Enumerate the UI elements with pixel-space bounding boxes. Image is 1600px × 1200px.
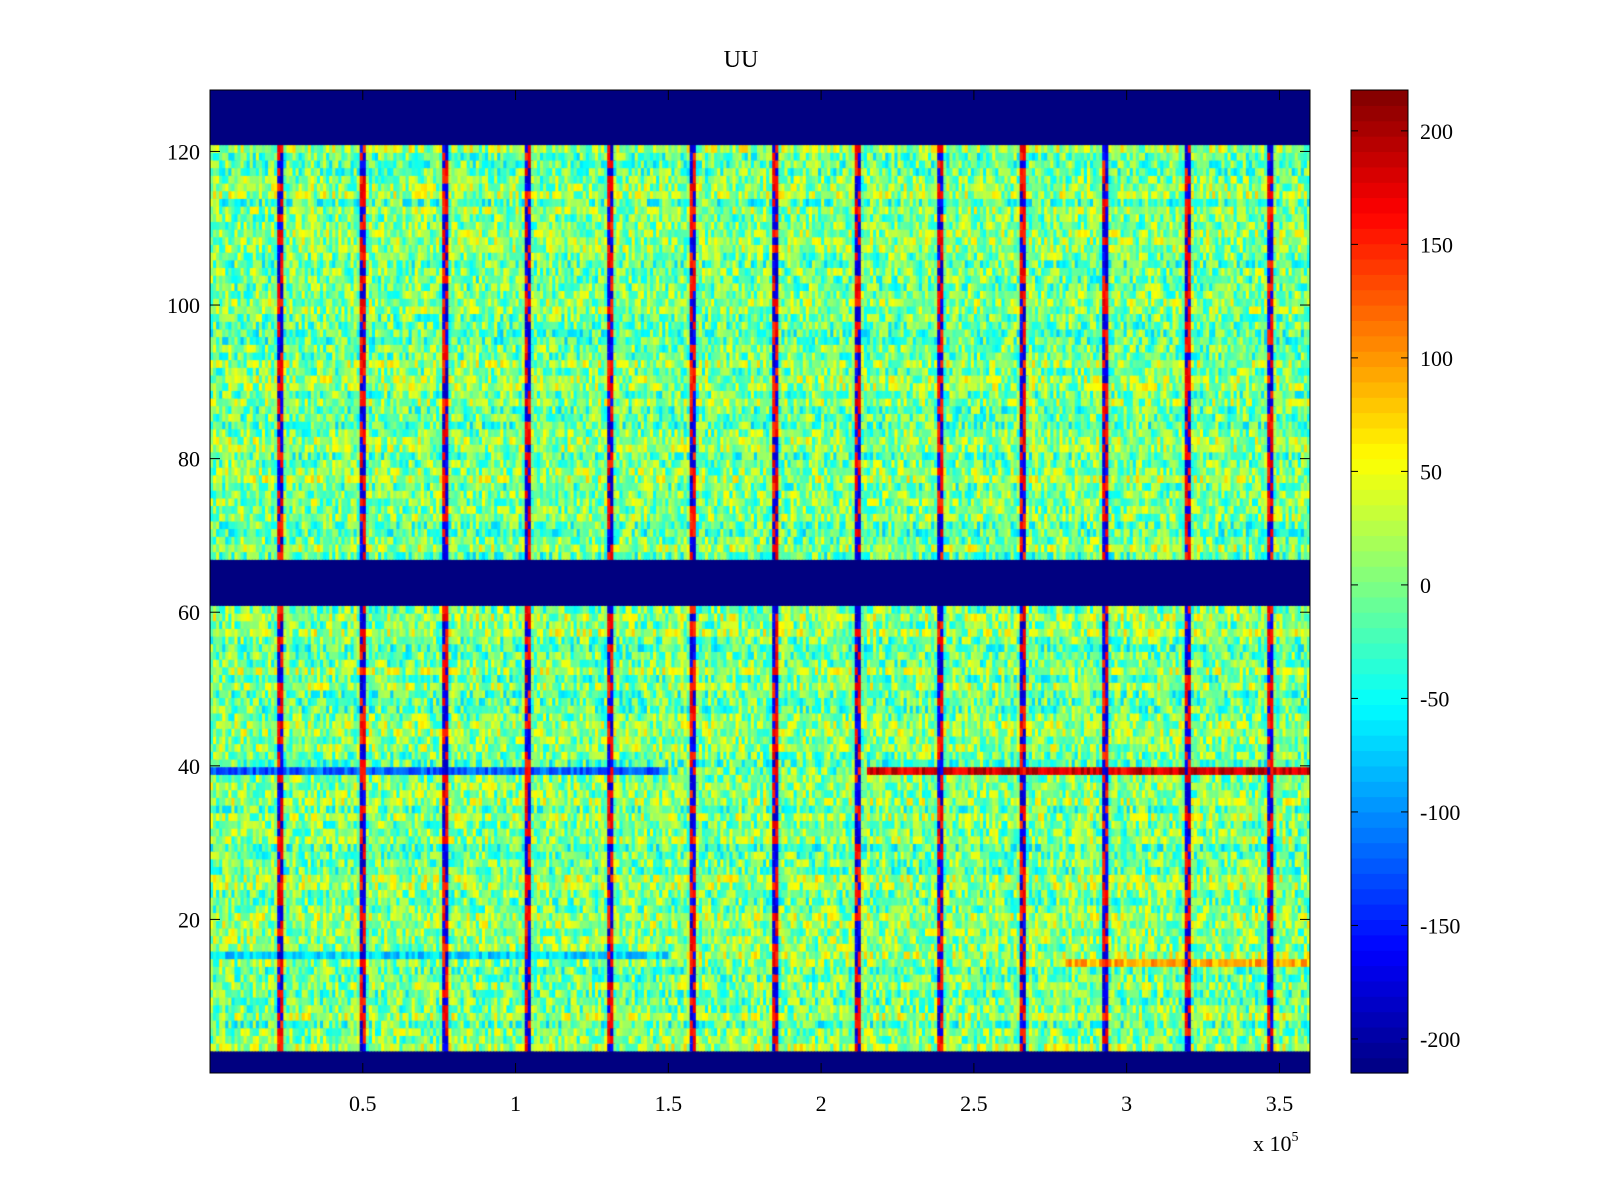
colorbar-swatch: [1351, 289, 1408, 306]
colorbar-swatch: [1351, 473, 1408, 490]
x-tick-label: 2: [816, 1091, 827, 1116]
colorbar-swatch: [1351, 105, 1408, 122]
colorbar-swatch: [1351, 381, 1408, 398]
colorbar-swatch: [1351, 996, 1408, 1013]
colorbar-swatch: [1351, 443, 1408, 460]
x-tick-label: 2.5: [960, 1091, 988, 1116]
colorbar-swatch: [1351, 412, 1408, 429]
colorbar-swatch: [1351, 627, 1408, 644]
colorbar-swatch: [1351, 673, 1408, 690]
colorbar-tick-label: 150: [1420, 232, 1453, 257]
colorbar-swatch: [1351, 136, 1408, 153]
colorbar-swatch: [1351, 735, 1408, 752]
colorbar-swatch: [1351, 243, 1408, 260]
colorbar-tick-label: -150: [1420, 913, 1460, 938]
colorbar-tick-label: 100: [1420, 346, 1453, 371]
colorbar-tick-label: -50: [1420, 686, 1449, 711]
colorbar-axis: 200 150 100 50 0 -50 -100 -150 -200: [1351, 119, 1460, 1052]
colorbar-swatch: [1351, 1042, 1408, 1059]
colorbar-swatch: [1351, 120, 1408, 137]
x-tick-label: 3.5: [1266, 1091, 1294, 1116]
plot-frame: [209, 89, 1311, 1074]
x-exponent-label: x 105: [1253, 1130, 1299, 1156]
y-tick-label: 40: [178, 754, 200, 779]
colorbar-swatch: [1351, 750, 1408, 767]
colorbar-tick-label: -200: [1420, 1027, 1460, 1052]
colorbar-swatch: [1351, 689, 1408, 705]
y-tick-label: 60: [178, 600, 200, 625]
colorbar-swatch: [1351, 320, 1408, 337]
colorbar-swatch: [1351, 704, 1408, 721]
heatmap-image: [210, 90, 1310, 1073]
colorbar-swatch: [1351, 535, 1408, 552]
colorbar-swatch: [1351, 642, 1408, 659]
colorbar-swatch: [1351, 980, 1408, 997]
colorbar-swatch: [1351, 397, 1408, 414]
colorbar-swatch: [1351, 458, 1408, 475]
colorbar-tick-label: 0: [1420, 573, 1431, 598]
colorbar-swatch: [1351, 765, 1408, 782]
colorbar-swatch: [1351, 581, 1408, 598]
x-tick-label: 1: [510, 1091, 521, 1116]
colorbar-swatch: [1351, 1011, 1408, 1028]
colorbar-swatch: [1351, 90, 1408, 106]
colorbar-swatch: [1351, 857, 1408, 874]
colorbar-swatch: [1351, 781, 1408, 798]
colorbar-tick-label: 50: [1420, 459, 1442, 484]
x-tick-label: 3: [1121, 1091, 1132, 1116]
colorbar-swatch: [1351, 811, 1408, 828]
x-exponent-base: x 10: [1253, 1131, 1292, 1156]
colorbar-swatch: [1351, 873, 1408, 890]
colorbar-swatch: [1351, 796, 1408, 813]
colorbar-swatch: [1351, 151, 1408, 168]
colorbar-frame: [1350, 89, 1409, 1074]
colorbar-swatch: [1351, 1026, 1408, 1043]
heatmap: [210, 90, 1310, 1073]
colorbar-swatch: [1351, 612, 1408, 629]
colorbar-swatch: [1351, 950, 1408, 967]
colorbar-swatch: [1351, 504, 1408, 521]
colorbar-swatch: [1351, 842, 1408, 859]
colorbar-tick-label: -100: [1420, 800, 1460, 825]
colorbar-swatch: [1351, 212, 1408, 229]
colorbar-swatch: [1351, 550, 1408, 567]
colorbar-swatch: [1351, 489, 1408, 506]
colorbar-swatch: [1351, 274, 1408, 291]
colorbar-swatch: [1351, 719, 1408, 736]
y-tick-label: 80: [178, 447, 200, 472]
x-tick-label: 0.5: [349, 1091, 377, 1116]
y-tick-label: 20: [178, 907, 200, 932]
colorbar-swatch: [1351, 228, 1408, 245]
colorbar-swatch: [1351, 827, 1408, 844]
colorbar-swatch: [1351, 919, 1408, 936]
colorbar-swatch: [1351, 166, 1408, 183]
colorbar-swatch: [1351, 566, 1408, 583]
colorbar: [1351, 90, 1408, 1074]
x-axis: 0.5 1 1.5 2 2.5 3 3.5: [349, 90, 1293, 1116]
colorbar-swatch: [1351, 888, 1408, 905]
y-axis: 20 40 60 80 100 120: [167, 139, 1310, 932]
colorbar-swatch: [1351, 427, 1408, 444]
colorbar-swatch: [1351, 1057, 1408, 1074]
colorbar-swatch: [1351, 182, 1408, 199]
colorbar-swatch: [1351, 658, 1408, 675]
y-tick-label: 120: [167, 139, 200, 164]
colorbar-swatch: [1351, 351, 1408, 368]
x-exponent-power: 5: [1292, 1130, 1299, 1145]
colorbar-swatch: [1351, 197, 1408, 214]
colorbar-swatch: [1351, 934, 1408, 951]
colorbar-swatch: [1351, 335, 1408, 352]
y-tick-label: 100: [167, 293, 200, 318]
x-tick-label: 1.5: [655, 1091, 683, 1116]
chart-title: UU: [724, 47, 759, 73]
colorbar-swatch: [1351, 305, 1408, 321]
colorbar-swatch: [1351, 965, 1408, 982]
colorbar-swatch: [1351, 258, 1408, 275]
colorbar-swatch: [1351, 596, 1408, 613]
colorbar-swatch: [1351, 520, 1408, 537]
colorbar-swatch: [1351, 904, 1408, 921]
colorbar-swatch: [1351, 366, 1408, 383]
colorbar-tick-label: 200: [1420, 119, 1453, 144]
